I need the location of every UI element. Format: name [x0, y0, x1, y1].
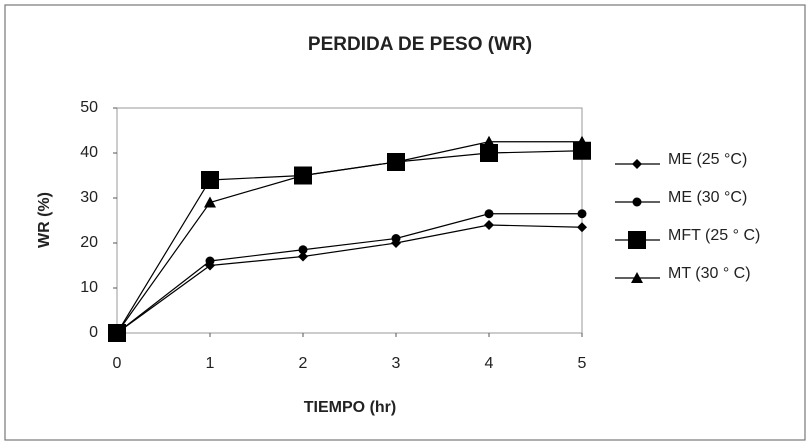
legend-label: MT (30 ° C) [668, 265, 751, 282]
marker [632, 197, 642, 207]
x-tick-label: 1 [206, 355, 215, 372]
marker [390, 156, 402, 167]
series-line [116, 224, 583, 334]
marker [204, 196, 216, 208]
marker [111, 327, 123, 338]
y-tick-label: 40 [80, 144, 98, 161]
chart-title: PERDIDA DE PESO (WR) [308, 34, 532, 55]
marker [632, 159, 642, 169]
series-line [116, 213, 582, 334]
marker [576, 135, 588, 147]
legend-label: ME (30 °C) [668, 189, 747, 206]
y-axis-title: WR (%) [36, 192, 53, 248]
legend-label: MFT (25 ° C) [668, 227, 760, 244]
marker [205, 256, 215, 266]
chart-border [4, 4, 806, 441]
y-tick-label: 20 [80, 234, 98, 251]
marker [628, 231, 646, 249]
marker [297, 169, 309, 181]
marker [201, 171, 219, 189]
marker [577, 222, 587, 233]
marker [298, 245, 308, 255]
x-tick-label: 5 [578, 355, 587, 372]
marker [577, 209, 587, 219]
y-tick-label: 50 [80, 99, 98, 116]
y-tick-label: 10 [80, 279, 98, 296]
y-tick-label: 30 [80, 189, 98, 206]
marker [631, 272, 643, 283]
x-tick-label: 4 [485, 355, 494, 372]
legend-label: ME (25 °C) [668, 151, 747, 168]
marker [484, 209, 494, 219]
x-axis-title: TIEMPO (hr) [304, 399, 396, 416]
x-tick-label: 0 [113, 355, 122, 372]
series-line [116, 141, 582, 334]
marker [484, 220, 494, 230]
marker [391, 234, 401, 243]
marker [483, 135, 495, 147]
marker [298, 251, 308, 262]
plot-area [116, 107, 583, 334]
x-tick-label: 2 [299, 355, 308, 372]
y-tick-label: 0 [89, 324, 98, 341]
x-tick-label: 3 [392, 355, 401, 372]
marker [480, 144, 498, 162]
